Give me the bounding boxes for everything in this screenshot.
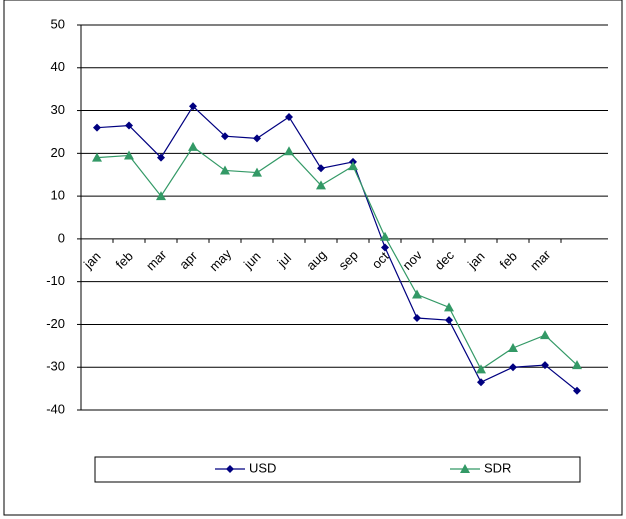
point-marker (445, 316, 453, 325)
point-marker (540, 330, 550, 340)
legend-label: SDR (484, 460, 511, 475)
y-tick-label: -20 (46, 316, 65, 331)
point-marker (573, 386, 581, 395)
point-marker (221, 132, 229, 141)
y-tick-label: 30 (51, 102, 65, 117)
point-marker (509, 363, 517, 372)
point-marker (508, 342, 518, 352)
y-tick-label: 50 (51, 16, 65, 31)
legend-box (94, 456, 581, 483)
point-marker (380, 231, 390, 241)
point-marker (125, 121, 133, 130)
y-tick-label: -40 (46, 401, 65, 416)
point-marker (285, 112, 293, 121)
chart-frame (3, 0, 623, 516)
series-line (96, 105, 578, 392)
point-marker (253, 134, 261, 143)
point-marker (413, 314, 421, 323)
point-marker (92, 152, 102, 162)
legend-marker (460, 464, 470, 473)
point-marker (476, 364, 486, 374)
y-tick-label: 10 (51, 188, 65, 203)
point-marker (477, 378, 485, 387)
point-marker (444, 302, 454, 312)
point-marker (316, 180, 326, 190)
point-marker (284, 146, 294, 156)
legend-marker (226, 465, 234, 473)
point-marker (348, 161, 358, 171)
point-marker (188, 141, 198, 151)
y-tick-label: 20 (51, 145, 65, 160)
y-tick-label: 40 (51, 59, 65, 74)
series-line (96, 146, 578, 371)
y-tick-label: -30 (46, 359, 65, 374)
point-marker (541, 361, 549, 370)
point-marker (93, 123, 101, 132)
point-marker (157, 153, 165, 162)
point-marker (124, 150, 134, 160)
point-marker (220, 165, 230, 175)
point-marker (412, 289, 422, 299)
point-marker (252, 167, 262, 177)
point-marker (572, 360, 582, 370)
point-marker (317, 164, 325, 173)
y-tick-label: 0 (58, 230, 65, 245)
point-marker (381, 243, 389, 252)
legend-label: USD (249, 460, 276, 475)
y-tick-label: -10 (46, 273, 65, 288)
point-marker (189, 102, 197, 111)
point-marker (156, 191, 166, 201)
